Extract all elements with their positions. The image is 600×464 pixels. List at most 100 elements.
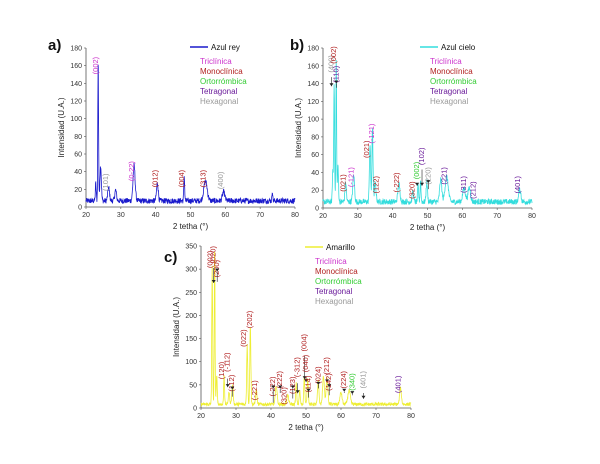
phase-legend-triclinica: Triclínica <box>200 57 232 66</box>
peak-annotation: (024) <box>313 366 322 384</box>
peak-annotation: (022) <box>239 329 248 347</box>
series-line-azul-rey <box>85 64 296 205</box>
arrow-head <box>329 83 334 87</box>
peak-annotation: (120) <box>217 361 226 379</box>
chart-panel-1: a)20 30 40 50 60 70 80020406080100120140160180… <box>48 37 299 231</box>
y-tick-label: 100 <box>185 359 197 366</box>
peak-annotation: (020) <box>209 246 218 264</box>
phase-legend-hexagonal: Hexagonal <box>315 297 353 306</box>
y-tick-label: 180 <box>70 46 82 53</box>
peak-annotation: (401) <box>394 375 403 393</box>
arrow-head <box>334 80 339 84</box>
y-tick-label: 80 <box>74 134 82 141</box>
phase-legend-monoclinica: Monoclínica <box>430 67 473 76</box>
peak-annotation: (112) <box>227 374 236 391</box>
arrow-head <box>415 182 420 186</box>
y-tick-label: 80 <box>311 134 319 141</box>
peak-annotation: (311) <box>459 175 468 192</box>
arrow-head <box>361 395 366 399</box>
phase-legend-hexagonal: Hexagonal <box>200 97 238 106</box>
peak-annotation: (002) <box>91 56 100 74</box>
phase-legend-ortorrombica: Ortorrómbica <box>430 77 477 86</box>
y-tick-label: 60 <box>311 152 319 159</box>
x-tick-label: 30 <box>232 413 240 420</box>
arrow-head <box>426 180 431 184</box>
y-axis-title: Intensidad (U.A.) <box>294 98 303 158</box>
y-tick-label: 150 <box>185 336 197 343</box>
x-tick-label: 80 <box>291 212 299 219</box>
x-tick-label: 70 <box>493 213 501 220</box>
arrow-head <box>290 385 295 389</box>
peak-annotation: (222) <box>275 370 284 388</box>
y-axis-title: Intensidad (U.A.) <box>172 297 181 357</box>
x-tick-label: 80 <box>528 213 536 220</box>
peak-annotation: (002) <box>412 161 421 179</box>
peak-annotation: (401) <box>359 370 368 388</box>
arrow-head <box>230 386 235 390</box>
peak-annotation: (004) <box>177 169 186 187</box>
y-tick-label: 40 <box>311 170 319 177</box>
peak-annotation: (123) <box>288 376 297 394</box>
phase-legend-monoclinica: Monoclínica <box>315 267 358 276</box>
peak-annotation: (002) <box>329 46 338 64</box>
peak-annotation: (200) <box>212 259 221 277</box>
x-axis-title: 2 tetha (°) <box>410 223 446 232</box>
y-tick-label: 0 <box>78 205 82 212</box>
y-tick-label: 60 <box>74 152 82 159</box>
peak-annotation: (-112) <box>223 352 232 372</box>
x-tick-label: 80 <box>407 413 415 420</box>
x-tick-label: 40 <box>267 413 275 420</box>
peak-annotation: (212) <box>322 357 331 375</box>
phase-legend-monoclinica: Monoclínica <box>200 67 243 76</box>
peak-annotation: (122) <box>372 176 381 194</box>
x-tick-label: 60 <box>458 213 466 220</box>
peak-annotation: (114) <box>304 375 313 392</box>
arrow-head <box>304 379 309 383</box>
peak-annotation: (-121) <box>367 123 376 144</box>
peak-annotation: (110) <box>331 65 340 82</box>
panel-label: a) <box>48 37 61 54</box>
x-tick-label: 40 <box>389 213 397 220</box>
y-tick-label: 160 <box>307 63 319 70</box>
peak-annotation: (221) <box>440 167 449 185</box>
x-tick-label: 50 <box>302 413 310 420</box>
peak-annotation: (401) <box>513 176 522 194</box>
peak-annotation: (102) <box>417 147 426 165</box>
x-axis-title: 2 tetha (°) <box>173 222 209 231</box>
phase-legend-ortorrombica: Ortorrómbica <box>200 77 247 86</box>
phase-legend-hexagonal: Hexagonal <box>430 97 468 106</box>
peak-annotation: (220) <box>423 167 432 185</box>
arrow-head <box>325 379 330 383</box>
peak-annotation: (-121) <box>347 167 356 188</box>
x-tick-label: 30 <box>354 213 362 220</box>
peak-annotation: (040) <box>301 354 310 372</box>
peak-annotation: (212) <box>469 181 478 199</box>
peak-annotation: (313) <box>198 169 207 187</box>
y-axis-title: Intensidad (U.A.) <box>57 97 66 157</box>
phase-legend-tetragonal: Tetragonal <box>200 87 238 96</box>
y-tick-label: 350 <box>185 244 197 251</box>
arrow-head <box>278 385 283 389</box>
arrow-head <box>225 384 230 388</box>
y-tick-label: 300 <box>185 267 197 274</box>
arrow-head <box>342 388 347 392</box>
phase-legend-triclinica: Triclínica <box>430 57 462 66</box>
y-tick-label: 140 <box>307 81 319 88</box>
x-tick-label: 70 <box>256 212 264 219</box>
chart-panel-3: c) 20 30 40 50 60 70 80 0 50 100 150 200 250 300 350 2 t… <box>164 243 415 432</box>
y-tick-label: 120 <box>307 99 319 106</box>
x-tick-label: 60 <box>337 413 345 420</box>
legend-label: Amarillo <box>326 243 355 252</box>
peak-annotation: (320) <box>407 181 416 199</box>
panel-label: c) <box>164 249 177 266</box>
y-tick-label: 250 <box>185 290 197 297</box>
arrow-head <box>350 391 355 395</box>
y-tick-label: 200 <box>185 313 197 320</box>
chart-panel-2: b)20 30 40 50 60 70 80020406080100120140160180… <box>290 37 536 232</box>
arrow-head <box>295 390 300 394</box>
x-tick-label: 20 <box>319 213 327 220</box>
peak-annotation: (400) <box>326 55 335 73</box>
peak-annotation: (-312) <box>293 357 302 378</box>
arrow-head <box>420 182 425 186</box>
